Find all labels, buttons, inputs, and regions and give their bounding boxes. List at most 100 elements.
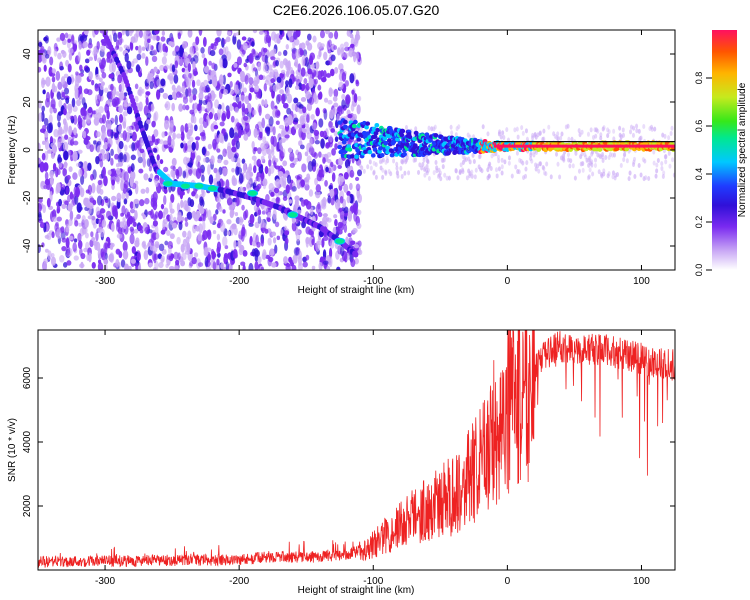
heatmap-cell (110, 157, 114, 166)
heatmap-cell (567, 136, 571, 142)
heatmap-cell (233, 226, 238, 236)
heatmap-cell (200, 47, 205, 54)
heatmap-cell (198, 223, 203, 234)
heatmap-cell (150, 103, 155, 112)
heatmap-cell (172, 50, 176, 56)
heatmap-y-tick-label: -40 (22, 238, 33, 253)
heatmap-cell (51, 68, 57, 74)
heatmap-cell (221, 112, 226, 121)
heatmap-cell (90, 231, 94, 238)
heatmap-cell (587, 174, 591, 180)
heatmap-cell (137, 156, 143, 164)
chirp-hotspot (193, 182, 205, 190)
heatmap-cell (130, 154, 136, 161)
heatmap-cell (122, 241, 128, 252)
heatmap-cell (180, 124, 185, 134)
heatmap-cell (172, 132, 176, 140)
heatmap-cell (103, 259, 109, 265)
heatmap-cell (573, 175, 577, 181)
heatmap-y-axis-label: Frequency (Hz) (7, 116, 18, 185)
heatmap-cell (355, 52, 360, 61)
heatmap-cell (104, 242, 109, 250)
heatmap-cell (80, 261, 84, 269)
heatmap-cell (317, 54, 321, 60)
heatmap-cell (213, 124, 219, 130)
heatmap-cell (163, 51, 168, 57)
heatmap-cell (302, 106, 307, 114)
heatmap-cell (454, 132, 458, 138)
snr-x-tick-label: -100 (363, 576, 383, 587)
heatmap-cell (303, 78, 308, 85)
heatmap-cell (95, 109, 100, 116)
heatmap-cell (277, 94, 282, 102)
heatmap-cell (44, 248, 49, 253)
heatmap-cell (473, 174, 477, 180)
heatmap-cell (129, 208, 136, 214)
heatmap-cell (400, 173, 404, 179)
heatmap-cell (38, 99, 42, 109)
heatmap-cell (198, 105, 202, 114)
heatmap-cell (167, 135, 172, 146)
heatmap-cell (42, 89, 46, 95)
heatmap-cell (221, 54, 227, 62)
heatmap-cell (335, 226, 341, 232)
heatmap-cell (336, 113, 340, 123)
heatmap-cell (237, 100, 242, 109)
heatmap-cell (257, 147, 262, 155)
heatmap-cell (588, 167, 592, 173)
heatmap-cell (170, 193, 175, 203)
heatmap-cell (55, 70, 61, 81)
heatmap-cell (541, 136, 545, 142)
heatmap-cell (172, 165, 176, 171)
heatmap-cell (187, 30, 193, 38)
heatmap-cell (101, 72, 107, 79)
heatmap-cell (136, 53, 142, 61)
heatmap-cell (153, 66, 158, 73)
heatmap-cell (99, 188, 104, 195)
heatmap-cell (79, 64, 83, 71)
heatmap-cell (353, 244, 360, 249)
heatmap-cell (219, 57, 224, 68)
carrier-band-cell (365, 121, 371, 126)
heatmap-cell (553, 133, 557, 139)
heatmap-cell (162, 219, 166, 231)
heatmap-cell (369, 165, 373, 171)
heatmap-cell (663, 154, 667, 160)
heatmap-cell (91, 79, 95, 86)
heatmap-cell (261, 117, 266, 129)
heatmap-cell (264, 54, 269, 64)
heatmap-cell (45, 76, 51, 87)
heatmap-cell (66, 76, 72, 86)
heatmap-cell (311, 238, 315, 246)
heatmap-cell (116, 174, 121, 185)
heatmap-cell (556, 131, 560, 137)
heatmap-cell (542, 166, 546, 172)
heatmap-cell (396, 173, 400, 179)
heatmap-cell (252, 30, 258, 34)
heatmap-cell (260, 266, 264, 270)
heatmap-cell (258, 74, 264, 81)
heatmap-cell (241, 36, 247, 41)
heatmap-cell (216, 246, 221, 254)
heatmap-cell (114, 114, 118, 126)
colorbar-label: Normalized spectral amplitude (737, 82, 748, 217)
heatmap-cell (300, 42, 306, 50)
heatmap-cell (188, 168, 193, 175)
heatmap-cell (333, 130, 338, 137)
heatmap-cell (145, 56, 149, 67)
heatmap-cell (285, 263, 291, 270)
heatmap-cell (51, 231, 55, 239)
heatmap-cell (98, 106, 104, 114)
heatmap-cell (248, 53, 253, 63)
heatmap-cell (97, 218, 103, 224)
heatmap-cell (440, 157, 444, 163)
heatmap-cell (260, 219, 265, 230)
heatmap-cell (611, 170, 615, 176)
heatmap-cell (197, 233, 202, 242)
heatmap-cell (126, 125, 132, 132)
heatmap-cell (566, 123, 570, 129)
heatmap-cell (656, 157, 660, 163)
heatmap-cell (220, 262, 225, 270)
heatmap-cell (84, 66, 91, 73)
heatmap-cell (279, 150, 284, 162)
